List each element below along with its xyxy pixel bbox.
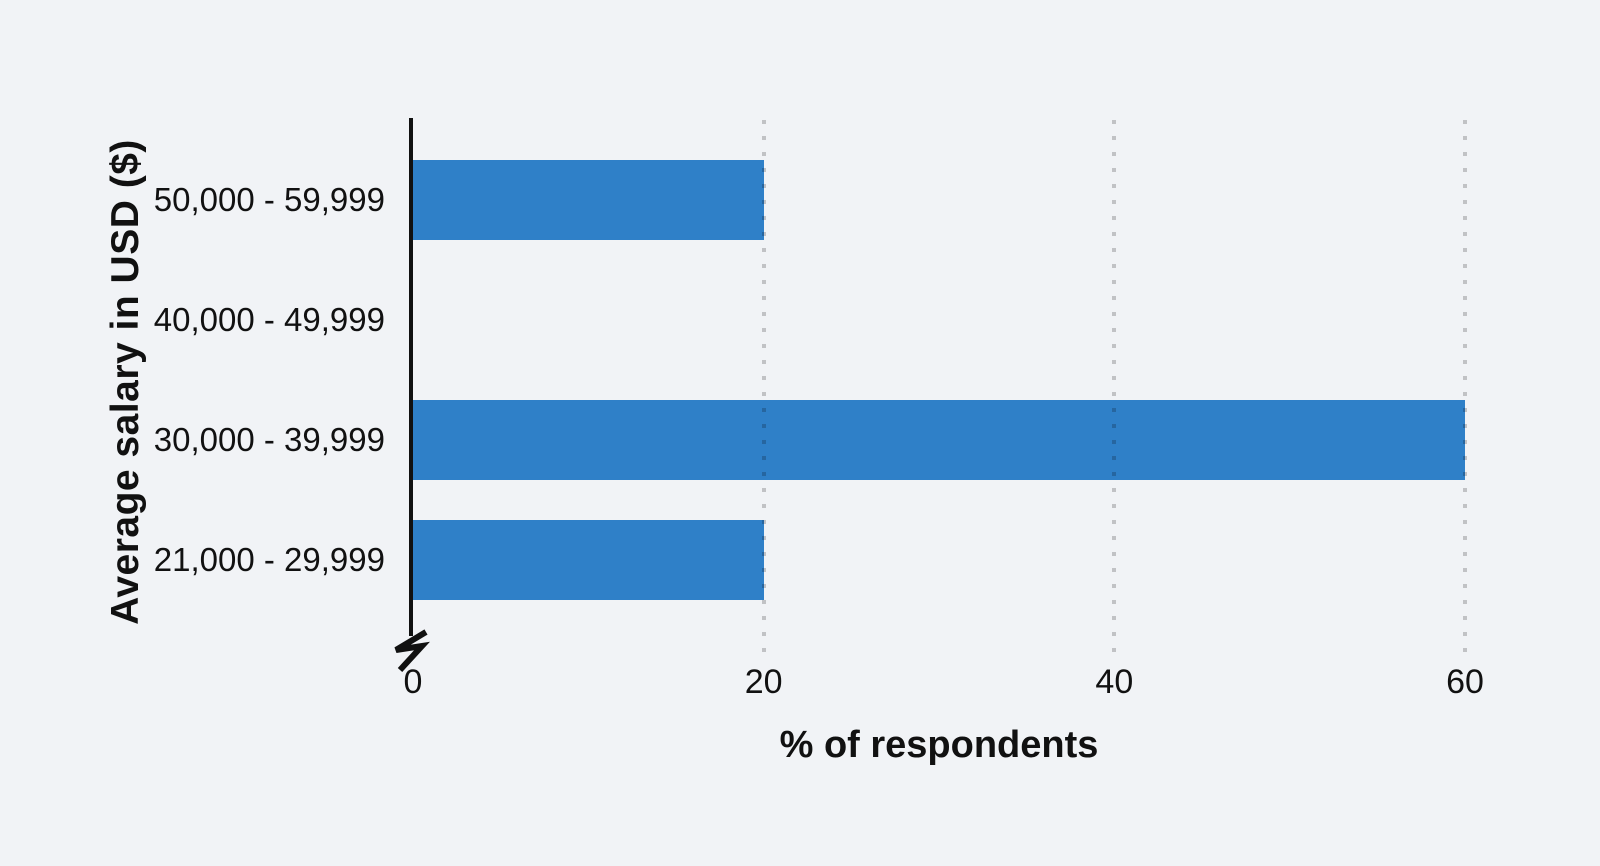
- x-tick-label: 0: [403, 663, 423, 701]
- axis-break-icon: [394, 629, 430, 673]
- bar: [413, 520, 764, 600]
- gridline: [761, 120, 766, 660]
- x-tick-label: 60: [1446, 663, 1484, 701]
- category-label: 21,000 - 29,999: [153, 541, 385, 578]
- x-tick-label: 20: [744, 663, 783, 701]
- x-tick-label: 40: [1095, 663, 1134, 701]
- x-axis-label: % of respondents: [779, 724, 1099, 766]
- bar: [413, 400, 1465, 480]
- category-label: 50,000 - 59,999: [153, 181, 385, 218]
- category-label: 30,000 - 39,999: [153, 421, 385, 458]
- y-axis-line: [409, 118, 413, 636]
- gridline: [1112, 120, 1117, 660]
- category-label: 40,000 - 49,999: [153, 301, 385, 338]
- gridline: [1463, 120, 1467, 660]
- bar: [413, 160, 764, 240]
- plot-area: 0 20 40 60 % of respondents: [394, 118, 1484, 766]
